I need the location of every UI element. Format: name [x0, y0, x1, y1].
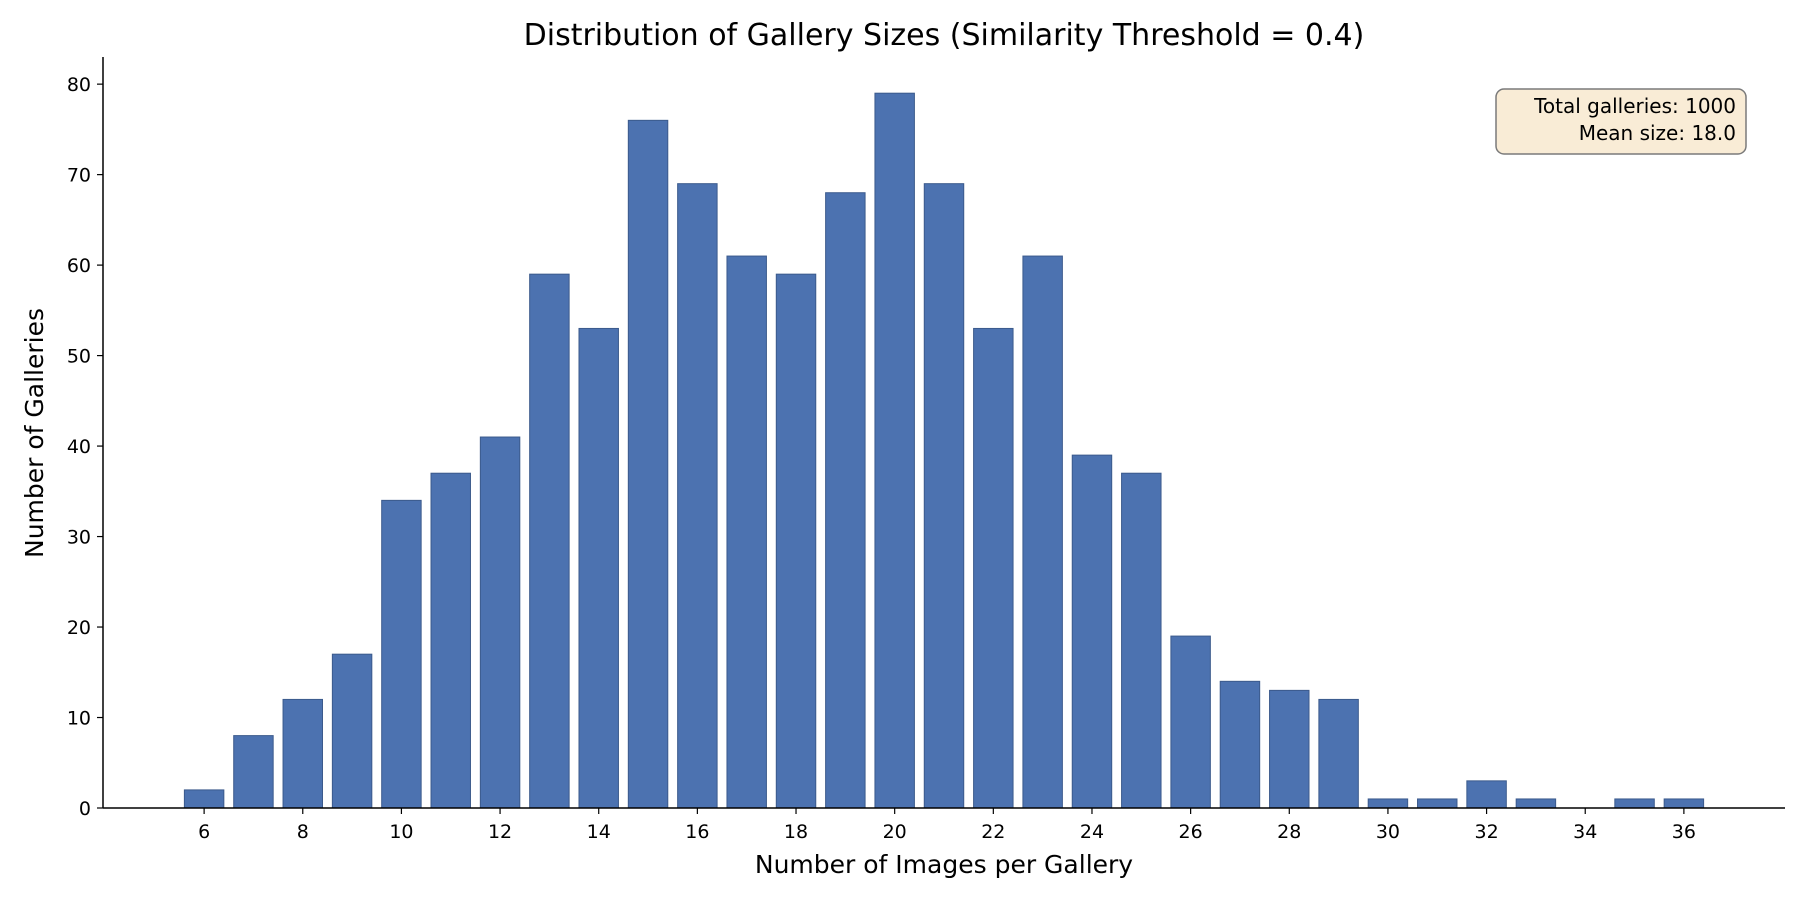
bar-6 [183, 789, 225, 809]
y-tick-label-10: 10 [67, 708, 91, 730]
bar-9 [331, 653, 373, 809]
y-tick-label-30: 30 [67, 527, 91, 549]
y-tick-label-50: 50 [67, 346, 91, 368]
bar-28 [1269, 689, 1310, 809]
stats-annotation-box [1495, 88, 1747, 155]
bar-14 [578, 327, 619, 809]
stats-mean-size: Mean size: 18.0 [1579, 121, 1736, 145]
bar-27 [1219, 680, 1261, 809]
bar-31 [1417, 798, 1458, 809]
bar-10 [381, 499, 422, 809]
x-tick-label-24: 24 [1080, 821, 1104, 843]
x-tick-label-12: 12 [488, 821, 512, 843]
bar-7 [233, 735, 274, 809]
y-tick-label-40: 40 [67, 436, 91, 458]
x-tick-label-18: 18 [784, 821, 808, 843]
y-tick-label-0: 0 [79, 798, 91, 820]
axes-group [102, 57, 1785, 809]
bar-33 [1515, 798, 1557, 809]
y-tick-label-20: 20 [67, 617, 91, 639]
y-axis-label: Number of Galleries [20, 308, 49, 558]
bar-15 [627, 119, 669, 809]
bar-17 [726, 255, 767, 809]
x-tick-label-6: 6 [198, 821, 210, 843]
y-tick-label-70: 70 [67, 165, 91, 187]
x-tick-label-14: 14 [587, 821, 611, 843]
bar-22 [973, 327, 1014, 809]
bar-13 [529, 273, 570, 809]
x-tick-label-10: 10 [389, 821, 413, 843]
chart-title: Distribution of Gallery Sizes (Similarit… [524, 18, 1365, 53]
bar-19 [825, 192, 866, 809]
bar-16 [677, 183, 718, 809]
bar-20 [874, 92, 915, 809]
ticks-group: 6 8 10 12 14 16 18 20 22 24 26 28 30 32 34 36 0 10 20 30 40 5… [67, 74, 1696, 843]
bar-23 [1022, 255, 1063, 809]
bar-24 [1071, 454, 1113, 809]
x-axis-label: Number of Images per Gallery [755, 850, 1133, 879]
bar-25 [1121, 472, 1162, 809]
bars-group [183, 92, 1705, 809]
y-tick-label-60: 60 [67, 255, 91, 277]
bar-21 [923, 183, 965, 809]
bar-26 [1170, 635, 1211, 809]
bar-18 [775, 273, 817, 809]
x-tick-label-36: 36 [1672, 821, 1696, 843]
x-tick-label-26: 26 [1179, 821, 1203, 843]
bar-8 [282, 698, 323, 809]
x-tick-label-28: 28 [1277, 821, 1301, 843]
y-tick-label-80: 80 [67, 74, 91, 96]
bar-35 [1614, 798, 1655, 809]
bar-30 [1367, 798, 1409, 809]
x-tick-label-20: 20 [883, 821, 907, 843]
stats-annotation: Total galleries: 1000 Mean size: 18.0 [1495, 88, 1747, 155]
x-tick-label-32: 32 [1474, 821, 1498, 843]
bar-29 [1318, 698, 1359, 809]
bar-36 [1663, 798, 1705, 809]
x-tick-label-30: 30 [1376, 821, 1400, 843]
x-tick-label-16: 16 [685, 821, 709, 843]
x-tick-label-8: 8 [297, 821, 309, 843]
x-tick-label-22: 22 [981, 821, 1005, 843]
bar-32 [1466, 780, 1507, 809]
stats-total-galleries: Total galleries: 1000 [1533, 94, 1736, 118]
bar-11 [430, 472, 471, 809]
x-tick-label-34: 34 [1573, 821, 1597, 843]
bar-12 [479, 436, 521, 809]
